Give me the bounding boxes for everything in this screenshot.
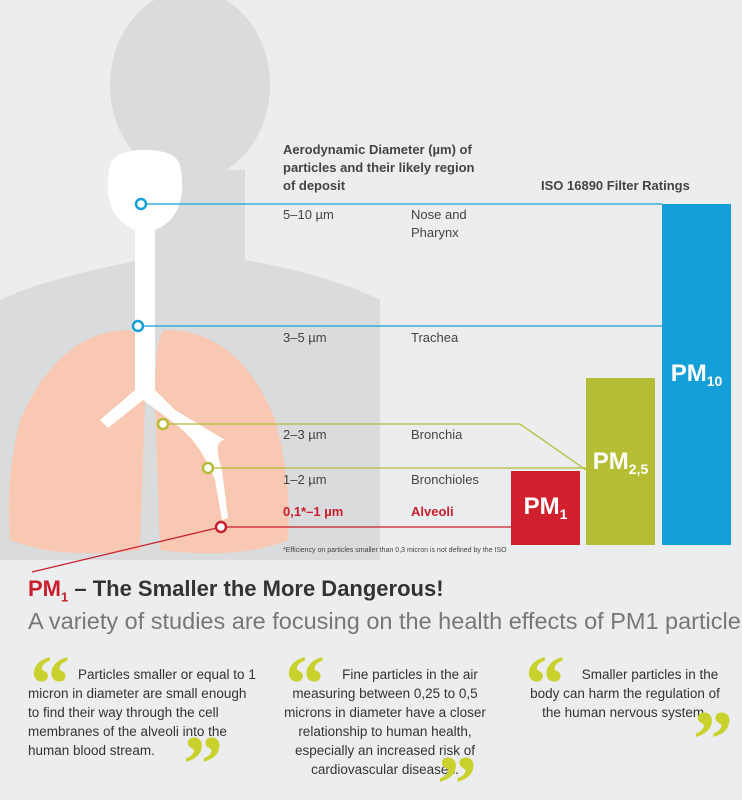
- bar-sub: 10: [706, 373, 723, 389]
- pm1-bar: PM1: [511, 471, 580, 545]
- head-silhouette: [110, 0, 270, 180]
- quote-mark: “: [30, 641, 70, 729]
- bar-label: PM: [670, 360, 707, 387]
- marker: [201, 461, 215, 475]
- diameter: 5–10 µm: [283, 207, 334, 222]
- bar-label: PM: [592, 448, 629, 475]
- diameter: 2–3 µm: [283, 427, 327, 442]
- region: Nose and Pharynx: [411, 207, 467, 240]
- left-lung: [8, 330, 145, 554]
- marker: [214, 520, 228, 534]
- bar-label: PM: [523, 493, 560, 520]
- ratings-title: ISO 16890 Filter Ratings: [541, 178, 690, 193]
- diameter: 0,1*–1 µm: [283, 504, 344, 519]
- region: Trachea: [411, 330, 459, 345]
- subheading: A variety of studies are focusing on the…: [28, 608, 742, 634]
- quote: Smaller particles in the body can harm t…: [530, 667, 720, 720]
- connector-line: [163, 423, 587, 471]
- diameter: 1–2 µm: [283, 472, 327, 487]
- connector-line: [31, 526, 222, 573]
- marker: [131, 319, 145, 333]
- marker: [134, 197, 148, 211]
- heading: PM1 – The Smaller the More Dangerous!: [28, 576, 444, 604]
- marker: [156, 417, 170, 431]
- region: Bronchia: [411, 427, 463, 442]
- heading-text: – The Smaller the More Dangerous!: [68, 576, 444, 601]
- quote-mark: ”: [437, 741, 477, 800]
- airway: [100, 150, 228, 520]
- quote-mark: ”: [183, 721, 223, 800]
- pm10-bar: PM10: [662, 204, 731, 545]
- diameter: 3–5 µm: [283, 330, 327, 345]
- quote-mark: ”: [693, 696, 733, 784]
- heading-prefix: PM: [28, 576, 61, 601]
- region: Bronchioles: [411, 472, 479, 487]
- pm25-bar: PM2,5: [586, 378, 655, 545]
- bar-sub: 2,5: [628, 461, 649, 477]
- quote: Particles smaller or equal to 1 micron i…: [28, 667, 256, 758]
- region: Alveoli: [411, 504, 454, 519]
- right-lung: [155, 330, 289, 554]
- quote-mark: “: [525, 641, 565, 729]
- bar-sub: 1: [559, 506, 568, 522]
- quote: Fine particles in the air measuring betw…: [284, 667, 486, 777]
- quote-mark: “: [285, 641, 325, 729]
- header-title: Aerodynamic Diameter (µm) of particles a…: [283, 142, 475, 193]
- heading-sub: 1: [61, 589, 69, 605]
- footnote: *Efficiency on particles smaller than 0,…: [283, 547, 507, 554]
